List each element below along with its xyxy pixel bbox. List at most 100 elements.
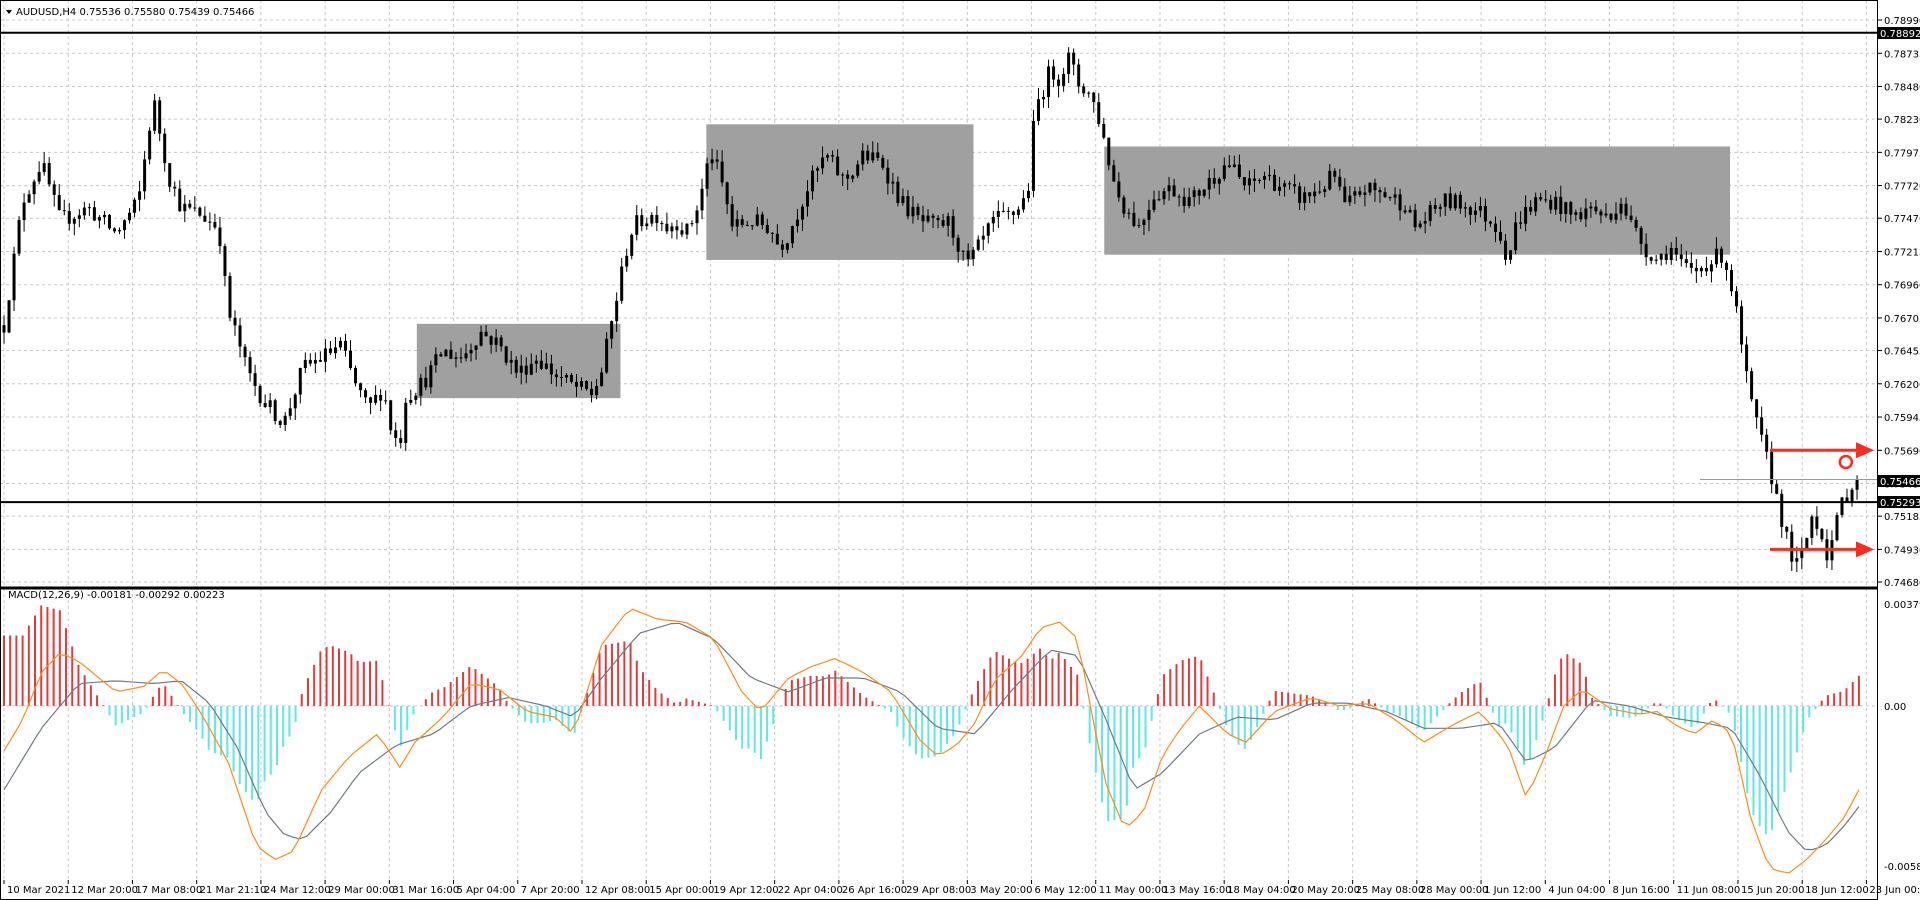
candle-body	[1433, 205, 1437, 209]
candle-body	[1775, 484, 1779, 494]
candle	[1368, 182, 1372, 196]
candle	[449, 341, 453, 360]
candle	[178, 180, 182, 212]
candle	[1639, 225, 1643, 255]
candle-body	[1669, 247, 1673, 261]
candle	[1047, 59, 1051, 108]
candle-body	[1388, 197, 1392, 199]
candle	[1001, 202, 1005, 213]
candle	[650, 212, 654, 227]
candle	[474, 345, 478, 360]
candle-body	[298, 367, 302, 395]
candle	[1684, 250, 1688, 268]
candle-body	[128, 212, 132, 221]
time-tick-label: 26 Apr 16:00	[842, 885, 907, 896]
candle-body	[1724, 262, 1728, 270]
candle	[102, 211, 106, 225]
time-tick-label: 10 Mar 2021	[7, 885, 70, 896]
candle	[966, 243, 970, 267]
candle-body	[941, 220, 945, 226]
candle-body	[333, 347, 337, 354]
candle	[740, 214, 744, 228]
candle	[1107, 137, 1111, 171]
candle	[529, 353, 533, 376]
candle	[916, 203, 920, 220]
price-tag-current: 0.75466	[1878, 475, 1920, 488]
candle-body	[996, 211, 1000, 217]
candle	[831, 150, 835, 163]
candle	[816, 166, 820, 183]
candle	[1077, 58, 1081, 94]
time-tick-label: 15 Apr 00:00	[649, 885, 714, 896]
candle-body	[710, 159, 714, 164]
candle-body	[675, 226, 679, 231]
candle	[951, 209, 955, 246]
candle-body	[158, 100, 162, 134]
candle-body	[780, 244, 784, 250]
candle-body	[278, 421, 282, 425]
candle	[414, 392, 418, 405]
candle	[1504, 234, 1508, 266]
candle-body	[745, 224, 749, 226]
candle-body	[97, 217, 101, 221]
candle-body	[1579, 212, 1583, 220]
candle	[795, 208, 799, 233]
candle-body	[574, 381, 578, 387]
candle-body	[354, 367, 358, 384]
dropdown-triangle-icon[interactable]	[6, 10, 12, 14]
candle	[1584, 198, 1588, 227]
candle	[409, 389, 413, 406]
candle-body	[439, 354, 443, 357]
candle	[1147, 199, 1151, 232]
candle	[1373, 178, 1377, 202]
candle-body	[936, 217, 940, 221]
candle-body	[1328, 170, 1332, 190]
candle	[444, 348, 448, 357]
candle	[509, 350, 513, 375]
candle-body	[12, 253, 16, 301]
candle	[1323, 185, 1327, 198]
candle	[1488, 220, 1492, 228]
candle-body	[489, 336, 493, 345]
candle	[1463, 202, 1467, 218]
candle-body	[1087, 92, 1091, 94]
candle	[32, 179, 36, 205]
candle-body	[1458, 194, 1462, 209]
candle	[128, 208, 132, 224]
candle-body	[1835, 515, 1839, 541]
candle-body	[655, 215, 659, 224]
candle-body	[1679, 254, 1683, 260]
candle	[896, 176, 900, 207]
candle	[489, 335, 493, 354]
candle	[554, 369, 558, 387]
candle-body	[916, 206, 920, 216]
candle	[600, 367, 604, 387]
candle	[665, 212, 669, 235]
candle-body	[1574, 212, 1578, 215]
candle	[559, 366, 563, 387]
candle	[976, 235, 980, 252]
candle	[961, 250, 965, 261]
candle-body	[1097, 102, 1101, 124]
candle-body	[1694, 267, 1698, 272]
candle-body	[1212, 178, 1216, 184]
candle-body	[816, 168, 820, 171]
candle	[1192, 186, 1196, 207]
candle	[805, 180, 809, 217]
candle	[1021, 190, 1025, 213]
candle	[57, 184, 61, 211]
candle	[1388, 196, 1392, 201]
candle-body	[1247, 178, 1251, 186]
price-tag-support: 0.75293	[1878, 496, 1920, 509]
candle-body	[308, 359, 312, 364]
candle-body	[881, 157, 885, 168]
candle	[1544, 189, 1548, 203]
time-tick-label: 6 May 12:00	[1035, 885, 1097, 896]
candle-body	[313, 359, 317, 364]
candle	[675, 219, 679, 240]
candle	[911, 195, 915, 224]
candle-body	[831, 155, 835, 157]
